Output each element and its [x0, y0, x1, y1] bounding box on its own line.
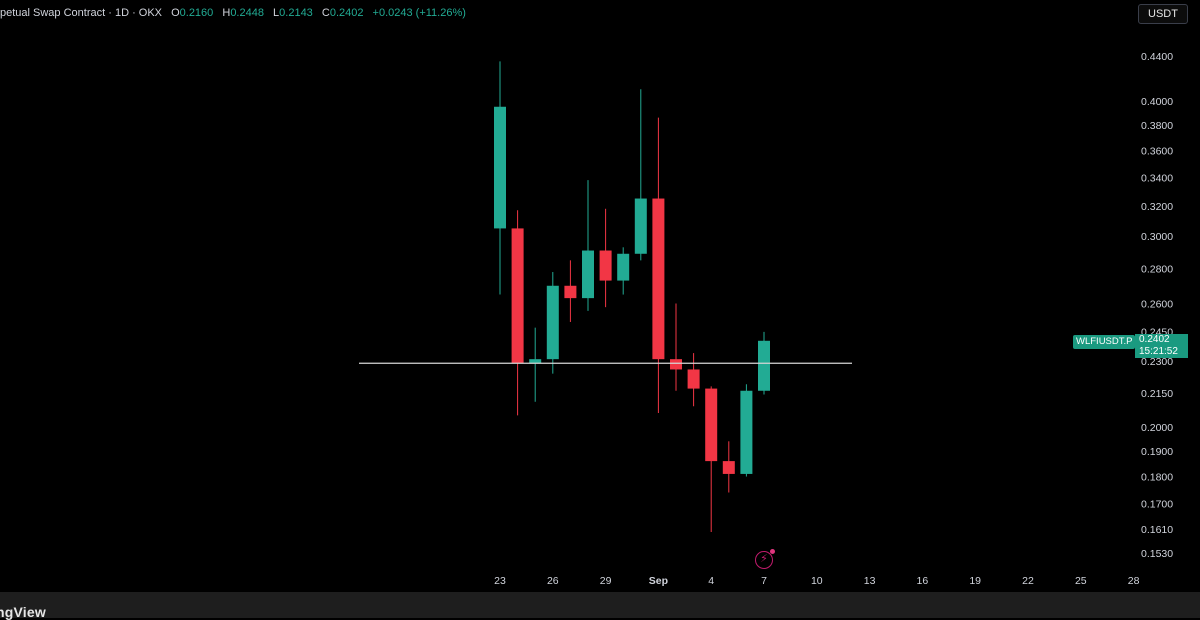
- low-label: L: [273, 7, 280, 19]
- candle[interactable]: [687, 353, 700, 407]
- time-tick-label: 29: [600, 575, 612, 587]
- candle-body: [529, 359, 542, 364]
- price-tick-label: 0.2800: [1141, 264, 1173, 276]
- candle[interactable]: [494, 61, 506, 295]
- price-tick-label: 0.2300: [1141, 356, 1173, 368]
- candle[interactable]: [740, 384, 753, 477]
- candle-body: [758, 340, 770, 391]
- candle-body: [582, 250, 594, 299]
- price-chart[interactable]: 0.4400 0.4000 0.3800 0.3600 0.3400 0.3200 0.30…: [0, 0, 1200, 592]
- price-tick-label: 0.1610: [1141, 524, 1173, 536]
- notification-dot: [770, 549, 775, 554]
- candle-body: [617, 253, 630, 281]
- last-price: 0.2402: [1139, 334, 1170, 345]
- candle[interactable]: [582, 180, 594, 311]
- candle-body: [722, 461, 735, 474]
- currency-button[interactable]: USDT: [1138, 4, 1188, 24]
- candle[interactable]: [670, 303, 682, 391]
- price-tick-label: 0.3000: [1141, 231, 1173, 243]
- symbol-tag: WLFIUSDT.P: [1073, 335, 1136, 349]
- time-axis[interactable]: 23 26 29 Sep 4 7 10 13 16 19 22 25 28: [494, 575, 1139, 587]
- candle-body: [494, 106, 506, 229]
- candle[interactable]: [722, 441, 735, 493]
- candle-body: [564, 285, 577, 299]
- time-tick-label: 22: [1022, 575, 1034, 587]
- price-tick-label: 0.2600: [1141, 299, 1173, 311]
- time-tick-label: 25: [1075, 575, 1087, 587]
- tradingview-logo[interactable]: ngView: [0, 604, 46, 620]
- price-tick-label: 0.3800: [1141, 120, 1173, 132]
- price-tick-label: 0.1530: [1141, 548, 1173, 560]
- candle-body: [687, 369, 700, 389]
- candle[interactable]: [599, 208, 612, 308]
- candle-body: [599, 250, 612, 281]
- price-tick-label: 0.3600: [1141, 145, 1173, 157]
- time-tick-label: 23: [494, 575, 506, 587]
- candle[interactable]: [564, 260, 577, 322]
- price-tick-label: 0.3400: [1141, 172, 1173, 184]
- price-axis[interactable]: 0.4400 0.4000 0.3800 0.3600 0.3400 0.3200 0.30…: [1141, 51, 1173, 560]
- open-label: O: [171, 7, 180, 19]
- footer-bar: [0, 592, 1200, 618]
- time-tick-label: 4: [708, 575, 714, 587]
- high-label: H: [222, 7, 231, 19]
- time-tick-label: 19: [969, 575, 981, 587]
- price-tick-label: 0.2150: [1141, 388, 1173, 400]
- symbol-legend: petual Swap Contract · 1D · OKX O0.2160 …: [0, 7, 466, 21]
- candle-body: [740, 390, 753, 474]
- price-tick-label: 0.1800: [1141, 472, 1173, 484]
- price-tick-label: 0.1900: [1141, 446, 1173, 458]
- price-tick-label: 0.3200: [1141, 201, 1173, 213]
- low-value: 0.2143: [279, 7, 313, 19]
- legend-title[interactable]: petual Swap Contract · 1D · OKX: [0, 7, 163, 19]
- candle-body: [670, 359, 682, 370]
- candle-body: [652, 198, 665, 360]
- time-tick-label: 13: [864, 575, 876, 587]
- candle-body: [634, 198, 647, 254]
- time-tick-label: 28: [1128, 575, 1140, 587]
- close-value: 0.2402: [329, 7, 364, 19]
- candle[interactable]: [529, 327, 542, 402]
- time-tick-label: 7: [761, 575, 767, 587]
- candle[interactable]: [652, 117, 665, 414]
- change-value: +0.0243 (+11.26%): [372, 7, 466, 19]
- open-value: 0.2160: [179, 7, 214, 19]
- candle[interactable]: [634, 89, 647, 261]
- last-price-tag: 0.2402 15:21:52: [1135, 334, 1188, 358]
- candle-body: [511, 228, 524, 364]
- time-tick-label: 10: [811, 575, 823, 587]
- price-tick-label: 0.4400: [1141, 51, 1173, 63]
- high-value: 0.2448: [230, 7, 264, 19]
- price-tick-label: 0.2000: [1141, 422, 1173, 434]
- price-tick-label: 0.1700: [1141, 498, 1173, 510]
- time-tick-label: 26: [547, 575, 559, 587]
- candle[interactable]: [705, 386, 718, 532]
- time-tick-label: Sep: [649, 575, 668, 587]
- bar-countdown: 15:21:52: [1139, 346, 1178, 357]
- candle-body: [546, 285, 559, 360]
- candles[interactable]: [494, 61, 770, 532]
- time-tick-label: 16: [917, 575, 929, 587]
- close-label: C: [321, 7, 330, 19]
- candle[interactable]: [511, 210, 524, 416]
- candle-body: [705, 388, 718, 462]
- lightning-icon[interactable]: ⚡: [755, 549, 775, 569]
- candle[interactable]: [546, 272, 559, 374]
- price-tick-label: 0.4000: [1141, 96, 1173, 108]
- candle[interactable]: [617, 247, 630, 295]
